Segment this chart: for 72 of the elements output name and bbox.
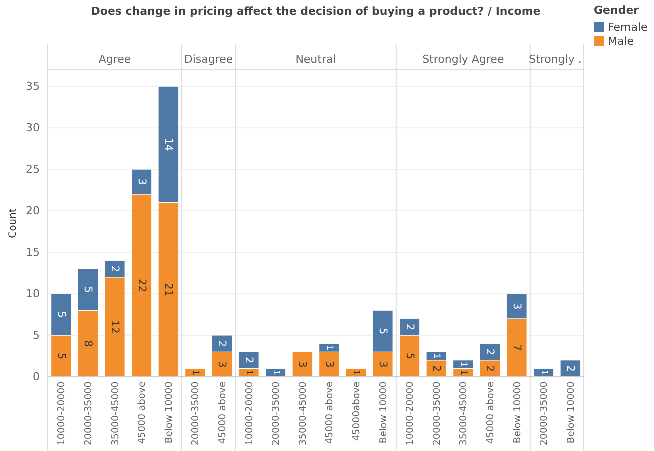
x-tick-label: 10000-20000: [405, 382, 416, 446]
x-tick-label: 10000-20000: [56, 382, 68, 446]
y-tick-label: 20: [26, 204, 40, 218]
data-label: 5: [55, 352, 68, 360]
data-label: 14: [162, 138, 175, 152]
data-label: 1: [458, 370, 468, 376]
data-label: 1: [244, 370, 254, 376]
bar: [292, 352, 313, 378]
y-tick-label: 35: [26, 80, 40, 94]
data-label: 3: [323, 361, 336, 368]
data-label: 12: [109, 320, 121, 334]
x-tick-label: 20000-35000: [432, 382, 443, 446]
data-label: 2: [216, 340, 228, 348]
legend-title: Gender: [594, 4, 640, 17]
chart-title: Disagree: [184, 53, 234, 66]
data-label: 1: [351, 370, 362, 376]
y-tick-label: 30: [26, 122, 40, 135]
x-tick-label: 35000-45000: [298, 382, 309, 446]
x-tick-label: 20000-35000: [271, 382, 282, 446]
x-tick-label: 45000 above: [486, 382, 497, 444]
data-label: 1: [270, 370, 281, 376]
x-tick-label: 10000-20000: [244, 382, 256, 446]
data-label: 2: [109, 266, 121, 272]
data-label: 2: [404, 324, 416, 331]
data-label: 2: [430, 365, 443, 372]
x-tick-label: Below 10000: [566, 382, 577, 444]
y-tick-label: 10: [26, 288, 40, 301]
x-tick-label: 45000 above: [137, 382, 148, 444]
data-label: 2: [243, 357, 255, 364]
x-tick-label: 20000-35000: [539, 382, 550, 446]
data-label: 3: [511, 303, 523, 310]
x-tick-label: 45000 above: [324, 382, 336, 444]
data-label: 1: [458, 362, 468, 368]
y-tick-label: 25: [26, 163, 40, 176]
y-tick-label: 5: [33, 329, 40, 342]
x-tick-label: 45000above: [352, 382, 363, 442]
data-label: 1: [324, 345, 334, 351]
data-label: 5: [377, 328, 389, 335]
chart-title: Neutral: [296, 53, 336, 66]
data-label: 1: [432, 354, 442, 359]
data-label: 2: [484, 348, 496, 356]
x-tick-label: Below 10000: [164, 382, 175, 444]
data-label: 22: [136, 279, 148, 292]
y-tick-label: 0: [33, 370, 40, 384]
data-label: 21: [162, 283, 175, 297]
text: Does change in pricing affect the decision of buying a product? / Income: [91, 5, 541, 18]
data-label: 1: [538, 370, 549, 376]
data-label: 1: [190, 370, 200, 376]
y-axis-title: Count: [8, 208, 19, 238]
x-tick-label: 35000-45000: [110, 382, 122, 446]
chart-title: Agree: [98, 53, 132, 66]
x-tick-label: 35000-45000: [458, 382, 470, 446]
legend-label: Male: [608, 35, 634, 48]
x-tick-label: 20000-35000: [190, 382, 202, 446]
x-tick-label: Below 10000: [378, 382, 390, 444]
x-tick-label: Below 10000: [512, 382, 524, 444]
x-tick-label: 45000 above: [218, 382, 229, 444]
data-label: 3: [377, 361, 389, 368]
data-label: 2: [564, 365, 577, 372]
data-label: 7: [511, 344, 523, 352]
data-label: 5: [55, 311, 68, 318]
x-tick-label: 20000-35000: [84, 382, 95, 446]
data-label: 3: [296, 361, 309, 368]
data-label: 5: [82, 286, 94, 294]
data-label: 2: [484, 365, 496, 372]
y-tick-label: 15: [26, 246, 40, 260]
data-label: 8: [82, 340, 94, 348]
data-label: 3: [216, 361, 228, 368]
data-label: 5: [404, 352, 416, 360]
data-label: 3: [136, 178, 148, 186]
chart-title: Strongly Agree: [422, 53, 504, 66]
legend-label: Female: [608, 21, 648, 34]
